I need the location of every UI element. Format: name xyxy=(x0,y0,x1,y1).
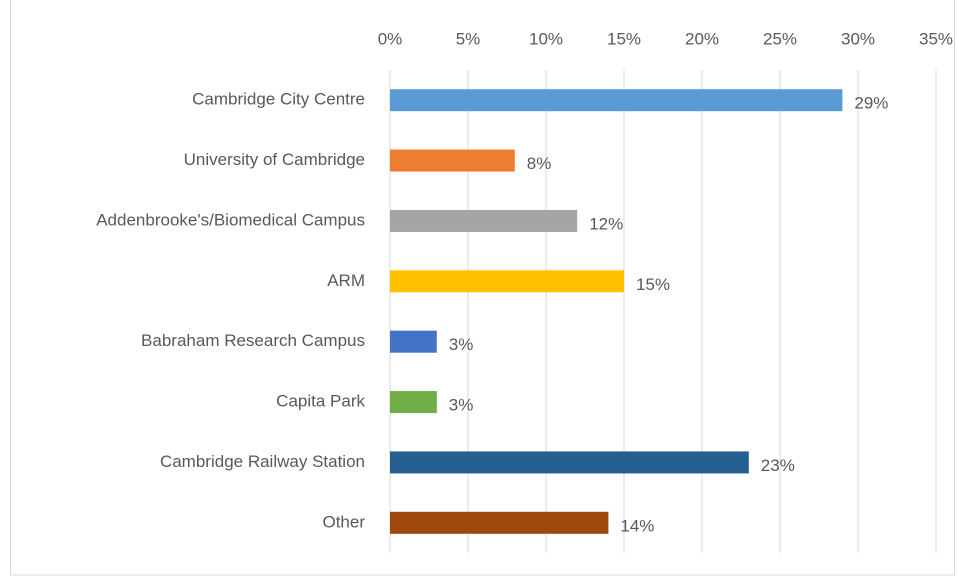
x-tick-label: 25% xyxy=(763,29,797,48)
x-tick-label: 15% xyxy=(607,29,641,48)
y-tick-label: Capita Park xyxy=(276,392,365,411)
bar xyxy=(390,209,578,232)
bar xyxy=(390,391,437,414)
bar xyxy=(390,149,515,172)
x-tick-label: 20% xyxy=(685,29,719,48)
data-label: 12% xyxy=(589,214,623,233)
data-label: 3% xyxy=(449,335,474,354)
bar xyxy=(390,511,609,534)
x-tick-label: 0% xyxy=(378,29,403,48)
bar xyxy=(390,270,624,293)
data-label: 15% xyxy=(636,275,670,294)
x-tick-label: 10% xyxy=(529,29,563,48)
y-tick-label: Other xyxy=(322,512,365,531)
y-tick-label: University of Cambridge xyxy=(184,150,365,169)
bar xyxy=(390,451,749,474)
y-tick-label: Babraham Research Campus xyxy=(141,331,365,350)
x-tick-label: 5% xyxy=(456,29,481,48)
y-tick-label: Cambridge City Centre xyxy=(192,90,365,109)
bar xyxy=(390,89,843,112)
x-tick-label: 30% xyxy=(841,29,875,48)
data-label: 23% xyxy=(761,456,795,475)
y-tick-label: Addenbrooke's/Biomedical Campus xyxy=(96,210,365,229)
bar xyxy=(390,330,437,353)
x-tick-label: 35% xyxy=(919,29,953,48)
y-tick-label: ARM xyxy=(327,271,365,290)
y-tick-label: Cambridge Railway Station xyxy=(160,452,365,471)
data-label: 8% xyxy=(527,154,552,173)
data-label: 14% xyxy=(620,516,654,535)
data-label: 29% xyxy=(854,94,888,113)
data-label: 3% xyxy=(449,396,474,415)
